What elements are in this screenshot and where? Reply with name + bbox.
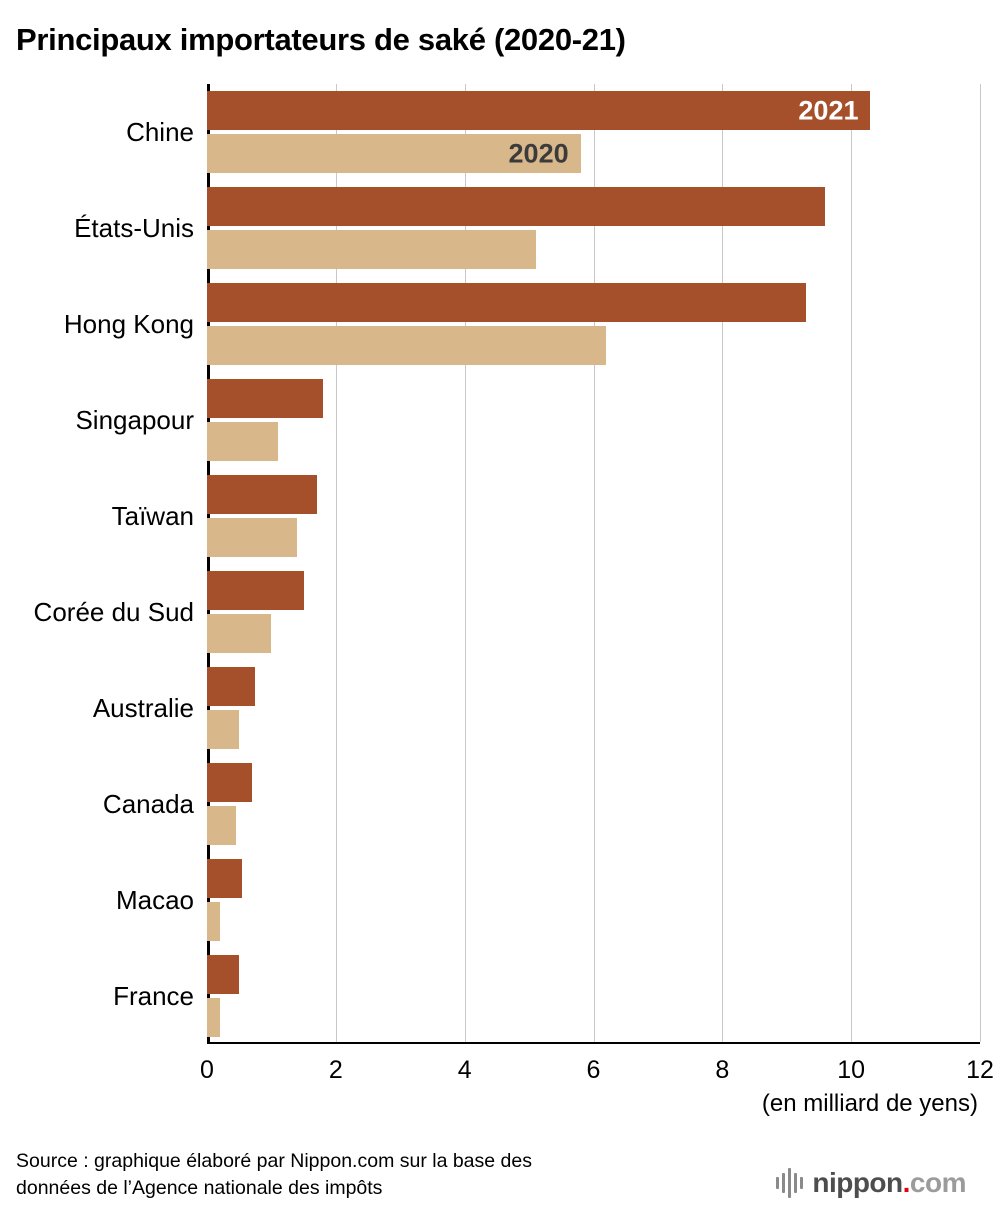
x-tick-label: 6	[586, 1056, 601, 1084]
gridline-x-12	[980, 84, 981, 1042]
source-line-1: Source : graphique élaboré par Nippon.co…	[16, 1150, 532, 1172]
chart-row: États-Unis	[14, 187, 980, 269]
footer: Source : graphique élaboré par Nippon.co…	[14, 1118, 980, 1202]
bar-group	[207, 283, 980, 365]
bar-2020: 2020	[207, 134, 581, 173]
x-axis: 0 2 4 6 8 10 12	[200, 1044, 994, 1090]
category-label: Corée du Sud	[33, 596, 194, 627]
source-note: Source : graphique élaboré par Nippon.co…	[16, 1148, 532, 1202]
bar-2021	[207, 955, 240, 994]
bar-chart: Chine 2021 2020 États-Unis Hong Kong Singapou…	[14, 84, 981, 1044]
x-tick-label: 12	[966, 1056, 994, 1084]
soundwave-icon	[776, 1166, 804, 1200]
x-tick-label: 0	[200, 1056, 214, 1084]
gridline-x-8	[722, 84, 724, 1042]
category-label: Chine	[126, 116, 194, 147]
gridline-x-10	[851, 84, 853, 1042]
chart-row: Canada	[14, 763, 980, 845]
chart-row: France	[14, 955, 980, 1037]
x-axis-unit-label: (en milliard de yens)	[761, 1090, 978, 1117]
chart-rows: Chine 2021 2020 États-Unis Hong Kong Singapou…	[14, 84, 980, 1044]
y-axis-line	[207, 84, 210, 1042]
bar-2020	[207, 806, 236, 845]
bar-group	[207, 475, 980, 557]
bar-2020	[207, 230, 536, 269]
bar-2020	[207, 998, 220, 1037]
x-tick-label: 10	[837, 1056, 866, 1084]
bar-2020	[207, 614, 272, 653]
bar-2021	[207, 859, 243, 898]
bar-group	[207, 187, 980, 269]
bar-group	[207, 667, 980, 749]
x-tick-label: 4	[457, 1056, 472, 1084]
bar-2021	[207, 283, 807, 322]
bar-group	[207, 571, 980, 653]
chart-grid	[207, 84, 981, 1044]
bar-2021: 2021	[207, 91, 871, 130]
nippon-logo-text: nippon.com	[812, 1166, 966, 1198]
bar-group	[207, 379, 980, 461]
bar-2020	[207, 422, 278, 461]
chart-row: Singapour	[14, 379, 980, 461]
bar-2021	[207, 187, 826, 226]
gridline-x-6	[593, 84, 595, 1042]
nippon-logo: nippon.com	[776, 1166, 967, 1202]
category-label: Canada	[102, 788, 194, 819]
bar-2020	[207, 902, 220, 941]
bar-2021	[207, 667, 256, 706]
chart-row: Macao	[14, 859, 980, 941]
gridline-x-2	[335, 84, 337, 1042]
category-label: Macao	[115, 884, 194, 915]
chart-row: Australie	[14, 667, 980, 749]
chart-row: Hong Kong	[14, 283, 980, 365]
source-line-2: données de l’Agence nationale des impôts	[16, 1176, 383, 1199]
bar-2021	[207, 475, 317, 514]
category-label: Taïwan	[111, 500, 194, 531]
chart-row: Chine 2021 2020	[14, 91, 980, 173]
bar-group	[207, 955, 980, 1037]
x-tick-label: 2	[328, 1056, 343, 1084]
bar-2020	[207, 710, 240, 749]
gridline-x-4	[464, 84, 466, 1042]
bar-2021	[207, 763, 253, 802]
chart-title: Principaux importateurs de saké (2020-21…	[16, 22, 626, 57]
bar-2020	[207, 518, 298, 557]
chart-row: Taïwan	[14, 475, 980, 557]
category-label: France	[113, 980, 194, 1011]
bar-group	[207, 859, 980, 941]
series-legend-label: 2020	[508, 138, 569, 168]
bar-group: 2021 2020	[207, 91, 980, 173]
category-label: Australie	[92, 692, 194, 723]
bar-2021	[207, 571, 304, 610]
category-label: États-Unis	[74, 212, 194, 243]
series-legend-label: 2021	[798, 95, 859, 125]
category-label: Hong Kong	[63, 308, 194, 339]
bar-2021	[207, 379, 323, 418]
chart-row: Corée du Sud	[14, 571, 980, 653]
category-label: Singapour	[75, 404, 194, 435]
bar-group	[207, 763, 980, 845]
bar-2020	[207, 326, 607, 365]
x-tick-label: 8	[715, 1056, 730, 1084]
